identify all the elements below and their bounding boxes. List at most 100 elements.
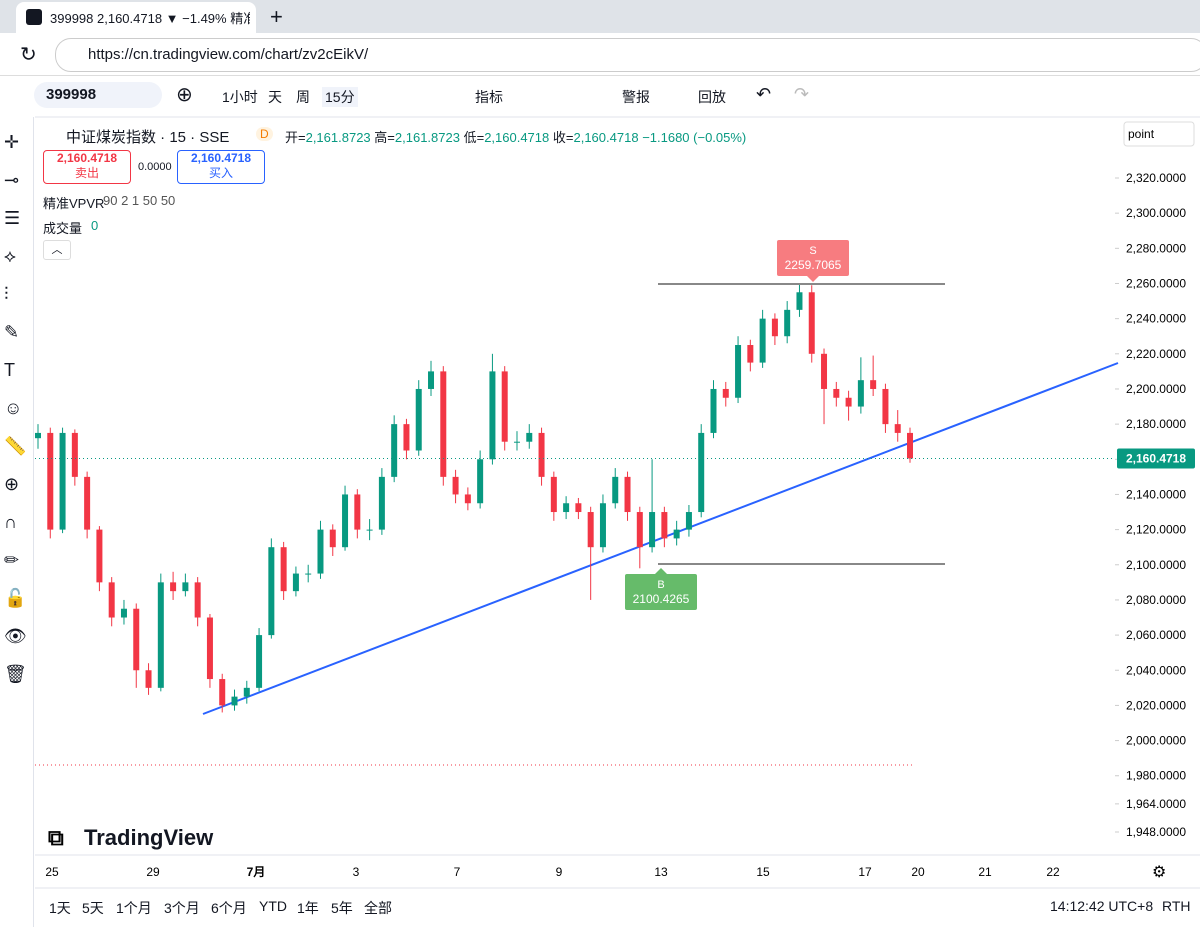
candle-body bbox=[317, 529, 324, 574]
candle-body bbox=[219, 679, 226, 706]
sell-label: 卖出 bbox=[74, 166, 99, 180]
new-tab[interactable]: + bbox=[270, 4, 283, 29]
y-tick-label: 2,280.0000 bbox=[1126, 241, 1186, 255]
x-tick-label: 7月 bbox=[247, 865, 266, 879]
redo[interactable]: ↷ bbox=[794, 84, 810, 104]
x-tick-label: 15 bbox=[756, 865, 770, 879]
candle-body bbox=[403, 424, 410, 451]
candle-body bbox=[759, 318, 766, 363]
range-button[interactable]: 1年 bbox=[297, 900, 319, 916]
collapse[interactable]: ︿ bbox=[43, 240, 71, 260]
candle-body bbox=[452, 476, 459, 495]
candle-body bbox=[894, 424, 901, 433]
x-tick-label: 7 bbox=[454, 865, 461, 879]
y-tick-label: 1,948.0000 bbox=[1126, 825, 1186, 839]
interval[interactable]: 周 bbox=[296, 89, 310, 105]
candle-body bbox=[698, 432, 705, 513]
candle-body bbox=[538, 432, 545, 477]
candle-body bbox=[133, 608, 140, 671]
last-price-label: 2,160.4718 bbox=[1126, 451, 1186, 465]
tab[interactable] bbox=[16, 2, 256, 33]
range-button[interactable]: 5年 bbox=[331, 900, 353, 916]
candle-body bbox=[268, 547, 275, 636]
tool-icon: ✏ bbox=[4, 550, 19, 570]
unit-box[interactable] bbox=[1123, 121, 1195, 147]
signal-pointer bbox=[655, 568, 667, 575]
tool-icon: ⊕ bbox=[4, 474, 19, 494]
add-symbol[interactable]: ⊕ bbox=[176, 84, 193, 106]
alerts[interactable]: 警报 bbox=[622, 89, 650, 105]
candle-body bbox=[550, 476, 557, 513]
range-button[interactable]: 5天 bbox=[82, 900, 104, 916]
candle-body bbox=[243, 687, 250, 697]
candle-body bbox=[526, 432, 533, 442]
volume-name: 成交量 bbox=[43, 221, 83, 236]
candle-body bbox=[428, 371, 435, 389]
tab-icon bbox=[26, 9, 42, 25]
candle-body bbox=[366, 529, 373, 531]
candle-body bbox=[808, 292, 815, 354]
trend-line[interactable] bbox=[202, 362, 1119, 715]
interval[interactable]: 1小时 bbox=[222, 89, 258, 105]
interval[interactable]: 天 bbox=[268, 89, 282, 105]
toolbar-line bbox=[0, 75, 1200, 76]
indicators[interactable]: 指标 bbox=[475, 89, 503, 105]
candle-body bbox=[612, 476, 619, 504]
candle-body bbox=[563, 503, 570, 513]
y-tick-label: 2,200.0000 bbox=[1126, 382, 1186, 396]
candle-body bbox=[96, 529, 103, 583]
y-tick-label: 2,260.0000 bbox=[1126, 276, 1186, 290]
candle-body bbox=[120, 608, 127, 618]
undo[interactable]: ↶ bbox=[756, 84, 772, 104]
range-button[interactable]: 1个月 bbox=[116, 900, 152, 916]
ohlc-value: 2,160.4718 bbox=[484, 130, 550, 145]
y-tick-label: 2,300.0000 bbox=[1126, 206, 1186, 220]
candle-body bbox=[882, 388, 889, 425]
candle-body bbox=[84, 476, 91, 530]
session[interactable]: RTH bbox=[1162, 898, 1191, 914]
interval[interactable]: 15分 bbox=[322, 87, 358, 107]
y-tick-label: 2,240.0000 bbox=[1126, 312, 1186, 326]
range-button[interactable]: 3个月 bbox=[164, 900, 200, 916]
candle-body bbox=[354, 494, 361, 530]
settings[interactable]: ⚙ bbox=[1152, 864, 1166, 881]
candle-body bbox=[170, 582, 177, 592]
candle-body bbox=[329, 529, 336, 548]
buy-box[interactable]: 2,160.4718 买入 bbox=[177, 150, 265, 184]
address-bar[interactable] bbox=[55, 38, 1200, 72]
candle-body bbox=[440, 371, 447, 477]
ohlc-label: 高= bbox=[374, 130, 395, 145]
x-tick-label: 29 bbox=[146, 865, 160, 879]
candle-body bbox=[47, 432, 54, 530]
tool-icon: ⫶ bbox=[4, 284, 9, 304]
x-tick-label: 3 bbox=[353, 865, 360, 879]
candle-body bbox=[206, 617, 213, 680]
candle-body bbox=[280, 547, 287, 592]
legend-badge: D bbox=[256, 127, 273, 141]
range-button[interactable]: 全部 bbox=[364, 900, 392, 916]
candle-body bbox=[378, 476, 385, 530]
candle-body bbox=[784, 309, 791, 337]
watermark-logo: ⧉ bbox=[48, 825, 64, 850]
range-button[interactable]: 1天 bbox=[49, 900, 71, 916]
y-tick-label: 2,100.0000 bbox=[1126, 558, 1186, 572]
candle-body bbox=[771, 318, 778, 337]
candle-body bbox=[907, 432, 913, 459]
y-tick-label: 2,220.0000 bbox=[1126, 347, 1186, 361]
replay[interactable]: 回放 bbox=[698, 89, 726, 105]
range-button[interactable]: YTD bbox=[259, 898, 287, 914]
candle-body bbox=[722, 388, 729, 398]
sell-box[interactable]: 2,160.4718 卖出 bbox=[43, 150, 131, 184]
candle-body bbox=[735, 345, 742, 398]
x-tick-label: 25 bbox=[45, 865, 59, 879]
range-button[interactable]: 6个月 bbox=[211, 900, 247, 916]
candle-body bbox=[157, 582, 164, 688]
ohlc-label: 开= bbox=[285, 130, 306, 145]
tool-icon: 🗑 bbox=[4, 664, 27, 684]
symbol-box[interactable] bbox=[34, 82, 162, 108]
y-tick-label: 2,120.0000 bbox=[1126, 523, 1186, 537]
signal-value: 2100.4265 bbox=[633, 592, 690, 606]
ohlc-value: 2,161.8723 bbox=[305, 130, 371, 145]
reload[interactable]: ↻ bbox=[20, 44, 37, 66]
